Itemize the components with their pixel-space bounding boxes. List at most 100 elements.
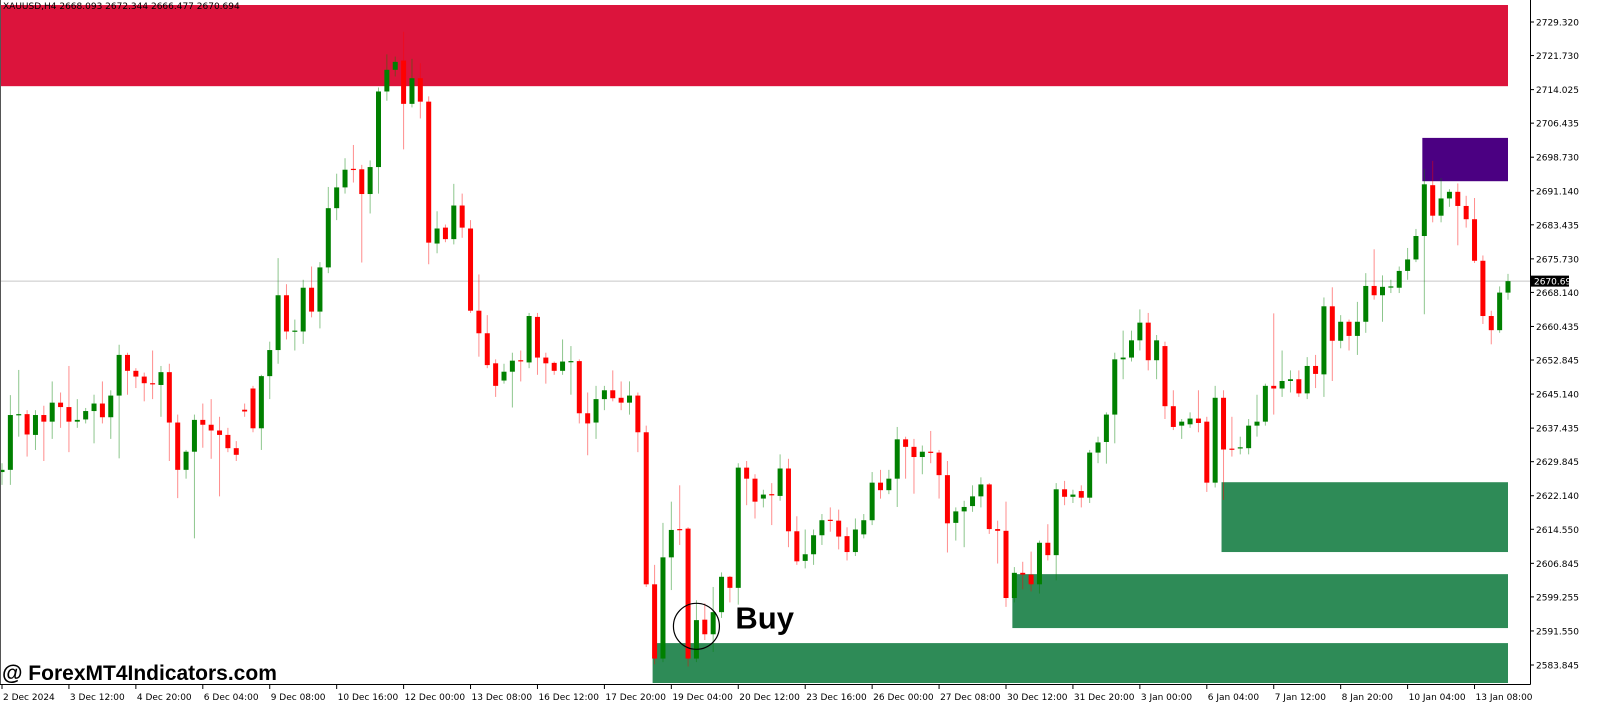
- candle-body: [83, 411, 89, 420]
- candle-body: [200, 419, 206, 425]
- bearish-candle: [166, 363, 172, 461]
- candle-body: [484, 333, 490, 366]
- candle-body: [250, 388, 256, 429]
- candle-body: [719, 576, 725, 613]
- bullish-candle: [802, 529, 808, 569]
- bullish-candle: [1279, 350, 1285, 397]
- candle-body: [576, 361, 582, 414]
- bullish-candle: [568, 346, 574, 395]
- bearish-candle: [125, 352, 130, 395]
- bearish-candle: [283, 284, 289, 340]
- candle-body: [1472, 219, 1478, 261]
- candle-body: [309, 287, 315, 312]
- candle-body: [1195, 418, 1201, 423]
- candle-body: [1396, 270, 1402, 288]
- demand-zone: [652, 643, 1508, 683]
- bullish-candle: [693, 600, 699, 663]
- bearish-candle: [836, 509, 842, 550]
- candle-body: [1497, 292, 1503, 331]
- candle-body: [1254, 421, 1260, 426]
- candle-body: [1187, 418, 1193, 425]
- candle-body: [183, 451, 189, 470]
- candle-body: [1170, 406, 1176, 427]
- candle-body: [1145, 322, 1151, 361]
- watermark: @ ForexMT4Indicators.com: [2, 662, 277, 685]
- candle-body: [911, 446, 917, 458]
- bearish-candle: [785, 458, 791, 548]
- price-tick-label: 2698.730: [1536, 154, 1579, 164]
- bullish-candle: [376, 87, 381, 194]
- bearish-candle: [359, 164, 365, 263]
- bullish-candle: [777, 454, 783, 501]
- candle-body: [894, 439, 900, 479]
- price-tick-label: 2622.140: [1536, 492, 1579, 502]
- candle-body: [317, 267, 323, 312]
- time-tick-label: 23 Dec 16:00: [806, 693, 867, 703]
- bearish-candle: [401, 31, 407, 150]
- bearish-candle: [727, 575, 733, 603]
- bearish-candle: [744, 460, 750, 506]
- bullish-candle: [660, 522, 666, 663]
- price-tick-label: 2675.730: [1536, 255, 1579, 265]
- bearish-candle: [493, 359, 499, 397]
- bullish-candle: [1036, 540, 1042, 594]
- time-tick-label: 17 Dec 20:00: [605, 693, 666, 703]
- candle-body: [283, 295, 289, 332]
- candle-body: [1103, 414, 1109, 442]
- candle-body: [1011, 572, 1017, 599]
- bearish-candle: [944, 460, 950, 553]
- candle-body: [1279, 380, 1285, 389]
- bearish-candle: [426, 96, 432, 265]
- bearish-candle: [1078, 485, 1084, 508]
- price-tick-label: 2583.845: [1536, 662, 1579, 672]
- candle-body: [1137, 322, 1143, 341]
- bearish-candle: [99, 381, 105, 424]
- bearish-candle: [1463, 195, 1469, 228]
- candle-body: [1371, 285, 1377, 296]
- bullish-candle: [978, 477, 984, 508]
- candle-body: [534, 316, 540, 358]
- price-axis: 2729.320 2721.730 2714.025 2706.435 2698.730…: [1530, 19, 1579, 672]
- bearish-candle: [551, 361, 557, 375]
- time-tick-label: 30 Dec 12:00: [1007, 693, 1068, 703]
- time-tick-label: 4 Dec 20:00: [137, 693, 192, 703]
- candle-body: [785, 468, 791, 532]
- bearish-candle: [643, 425, 649, 587]
- bullish-candle: [852, 518, 858, 557]
- candle-body: [1036, 542, 1042, 585]
- bullish-candle: [919, 445, 925, 475]
- bullish-candle: [1112, 352, 1118, 444]
- candle-body: [442, 227, 448, 240]
- bearish-candle: [225, 427, 231, 453]
- bullish-candle: [1446, 189, 1452, 207]
- candle-body: [384, 69, 390, 92]
- bullish-candle: [1179, 419, 1185, 439]
- candle-body: [392, 61, 398, 70]
- candle-body: [267, 350, 273, 377]
- bearish-candle: [685, 527, 691, 667]
- bullish-candle: [1354, 301, 1360, 355]
- time-tick-label: 3 Jan 00:00: [1141, 693, 1193, 703]
- candle-body: [1446, 191, 1452, 199]
- bullish-candle: [886, 469, 892, 495]
- candle-body: [1062, 489, 1068, 497]
- bearish-candle: [1162, 341, 1168, 420]
- bearish-candle: [1221, 390, 1227, 500]
- bullish-candle: [325, 186, 331, 274]
- bullish-candle: [861, 514, 867, 539]
- bearish-candle: [911, 438, 917, 494]
- candle-body: [1087, 452, 1093, 498]
- candle-body: [618, 397, 624, 403]
- candle-body: [685, 528, 691, 659]
- candle-body: [108, 395, 114, 418]
- candle-body: [760, 494, 766, 499]
- bullish-candle: [710, 586, 716, 652]
- candle-body: [1229, 448, 1235, 450]
- candle-body: [819, 520, 825, 536]
- candle-body: [49, 402, 55, 422]
- candle-body: [401, 60, 407, 104]
- bullish-candle: [342, 158, 348, 194]
- candle-body: [451, 205, 457, 240]
- time-tick-label: 19 Dec 04:00: [672, 693, 733, 703]
- candle-body: [1321, 306, 1327, 375]
